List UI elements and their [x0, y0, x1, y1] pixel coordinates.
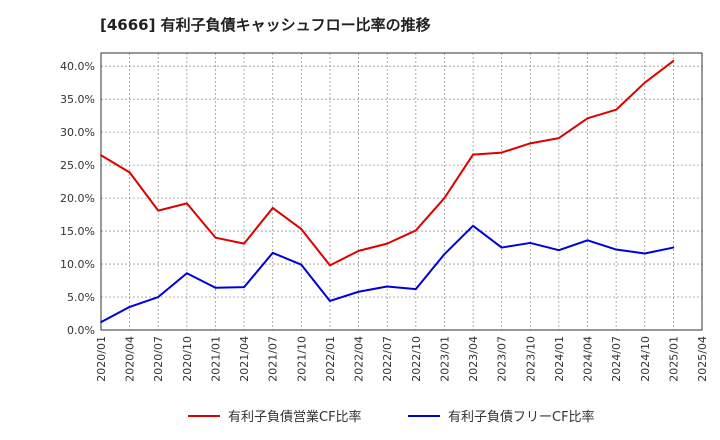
x-tick-label: 2025/01	[667, 336, 680, 382]
x-tick-label: 2021/07	[267, 336, 280, 382]
y-tick-label: 25.0%	[60, 159, 95, 172]
x-tick-label: 2023/04	[467, 336, 480, 382]
data-point	[586, 117, 589, 120]
data-point	[643, 81, 646, 84]
x-tick-label: 2020/07	[152, 336, 165, 382]
x-tick-label: 2020/01	[95, 336, 108, 382]
data-point	[271, 251, 274, 254]
x-tick-label: 2024/10	[639, 336, 652, 382]
data-point	[329, 264, 331, 267]
data-point	[100, 154, 102, 157]
y-tick-label: 0.0%	[67, 324, 95, 337]
legend-label-1: 有利子負債営業CF比率	[228, 409, 362, 425]
x-tick-label: 2024/01	[553, 336, 566, 382]
plot-frame	[100, 52, 703, 331]
x-tick-label: 2025/04	[696, 336, 709, 382]
legend-label-2: 有利子負債フリーCF比率	[448, 409, 595, 425]
y-tick-label: 5.0%	[67, 291, 95, 304]
data-point	[558, 137, 560, 139]
data-point	[386, 285, 389, 288]
data-point	[157, 296, 160, 298]
data-point	[185, 272, 188, 275]
data-point	[100, 321, 102, 323]
chart-title: [4666] 有利子負債キャッシュフロー比率の推移	[100, 16, 431, 34]
data-point	[300, 228, 303, 230]
x-tick-label: 2022/07	[381, 336, 394, 382]
y-tick-label: 20.0%	[60, 192, 95, 205]
data-point	[386, 242, 389, 245]
data-point	[214, 236, 217, 239]
data-point	[643, 252, 646, 255]
data-point	[472, 224, 474, 227]
x-tick-label: 2023/01	[438, 336, 451, 382]
x-tick-label: 2022/01	[324, 336, 337, 382]
x-tick-label: 2020/04	[124, 336, 137, 382]
data-point	[672, 60, 675, 62]
data-point	[500, 246, 503, 249]
data-point	[615, 108, 618, 111]
x-tick-label: 2023/10	[524, 336, 537, 382]
x-tick-label: 2022/10	[410, 336, 423, 382]
data-point	[529, 142, 532, 145]
x-tick-label: 2024/07	[610, 336, 623, 382]
x-tick-label: 2022/04	[353, 336, 366, 382]
x-tick-label: 2024/04	[582, 336, 595, 382]
x-tick-label: 2021/01	[209, 336, 222, 382]
data-point	[243, 286, 245, 289]
data-point	[271, 207, 274, 209]
x-tick-label: 2021/04	[238, 336, 251, 382]
data-point	[443, 253, 446, 256]
data-point	[672, 246, 675, 249]
data-point	[300, 263, 303, 266]
y-tick-label: 40.0%	[60, 60, 95, 73]
data-point	[357, 249, 360, 252]
y-tick-label: 15.0%	[60, 225, 95, 238]
y-tick-label: 10.0%	[60, 258, 95, 271]
y-tick-label: 35.0%	[60, 93, 95, 106]
plot-area: 0.0% 5.0% 10.0% 15.0% 20.0% 25.0% 30.0% 35.0% 40…	[60, 52, 709, 382]
data-point	[414, 229, 417, 232]
data-point	[615, 248, 618, 251]
data-point	[414, 288, 417, 291]
legend: 有利子負債営業CF比率 有利子負債フリーCF比率	[188, 409, 595, 425]
data-point	[128, 171, 131, 174]
data-point	[128, 306, 131, 308]
data-point	[500, 151, 503, 154]
data-point	[157, 209, 160, 212]
data-point	[586, 239, 589, 242]
data-point	[472, 153, 474, 156]
data-point	[558, 249, 560, 252]
x-tick-label: 2023/07	[496, 336, 509, 382]
y-tick-label: 30.0%	[60, 126, 95, 139]
data-point	[214, 286, 217, 289]
data-point	[185, 202, 188, 205]
x-tick-label: 2021/10	[295, 336, 308, 382]
x-tick-label: 2020/10	[181, 336, 194, 382]
data-point	[443, 197, 446, 199]
data-point	[243, 242, 245, 245]
data-point	[329, 300, 331, 302]
data-point	[357, 290, 360, 293]
data-point	[529, 242, 532, 244]
